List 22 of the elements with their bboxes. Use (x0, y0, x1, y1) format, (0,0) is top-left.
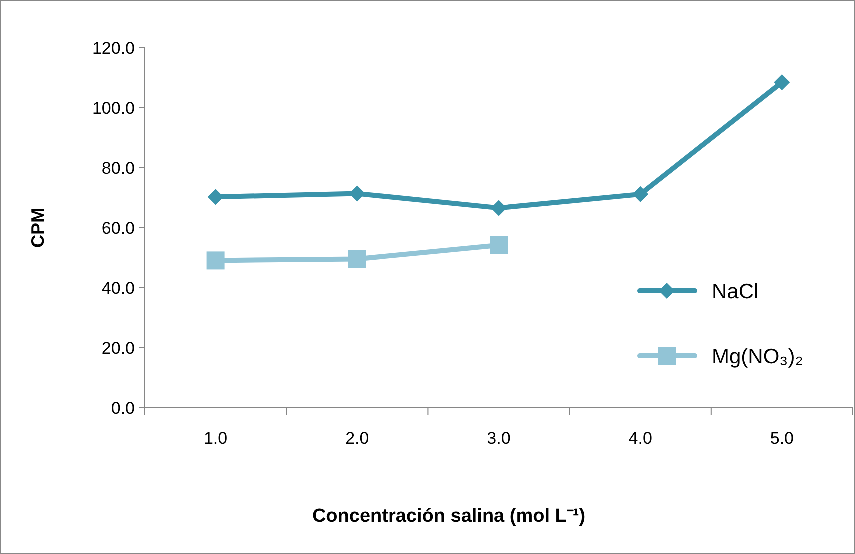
y-tick-label: 100.0 (92, 98, 135, 118)
x-tick-label: 2.0 (346, 429, 370, 448)
y-axis-title: CPM (28, 208, 48, 248)
x-tick-label: 4.0 (628, 429, 652, 448)
point (774, 74, 790, 90)
legend-label: NaCl (712, 280, 759, 304)
y-tick-label: 120.0 (92, 38, 135, 58)
y-tick-label: 20.0 (102, 338, 135, 358)
x-axis-title: Concentración salina (mol L⁻¹) (312, 506, 586, 527)
y-tick-label: 80.0 (102, 158, 135, 178)
legend-label: Mg(NO₃)₂ (712, 345, 804, 368)
point (490, 236, 508, 254)
y-tick-label: 0.0 (111, 398, 135, 418)
x-tick-label: 3.0 (487, 429, 511, 448)
x-tick-label: 1.0 (204, 429, 228, 448)
y-tick-label: 60.0 (102, 218, 135, 238)
point (632, 186, 649, 202)
point (348, 250, 366, 268)
point (491, 200, 507, 216)
y-tick-label: 40.0 (102, 278, 135, 298)
x-tick-label: 5.0 (770, 429, 794, 448)
point (206, 252, 225, 270)
